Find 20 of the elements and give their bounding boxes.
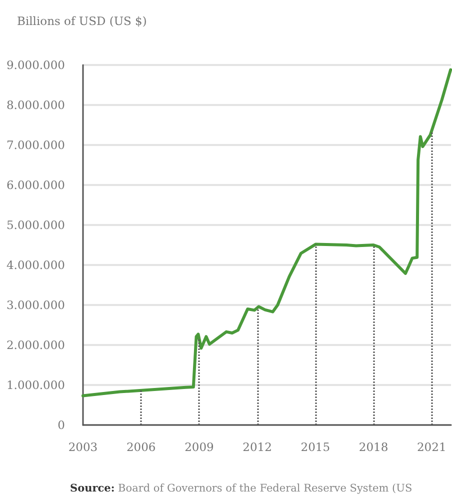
y-tick-label: 7.000.000 bbox=[6, 138, 65, 152]
y-tick-label: 3.000.000 bbox=[6, 298, 65, 312]
x-tick-label: 2018 bbox=[358, 440, 388, 454]
y-tick-label: 6.000.000 bbox=[6, 178, 65, 192]
x-tick-label: 2015 bbox=[300, 440, 330, 454]
y-tick-label: 1.000.000 bbox=[6, 378, 65, 392]
x-tick-label: 2009 bbox=[184, 440, 214, 454]
y-tick-label: 4.000.000 bbox=[6, 258, 65, 272]
x-tick-label: 2003 bbox=[68, 440, 98, 454]
y-tick-label: 0 bbox=[58, 418, 65, 432]
x-tick-label: 2012 bbox=[242, 440, 272, 454]
source-note: Source: Board of Governors of the Federal Reserve System (US bbox=[70, 482, 412, 494]
y-tick-label: 8.000.000 bbox=[6, 98, 65, 112]
x-tick-label: 2006 bbox=[126, 440, 156, 454]
y-tick-label: 9.000.000 bbox=[6, 58, 65, 72]
y-tick-label: 5.000.000 bbox=[6, 218, 65, 232]
x-tick-label: 2021 bbox=[416, 440, 446, 454]
y-axis-title: Billions of USD (US $) bbox=[17, 14, 147, 28]
line-series bbox=[82, 68, 452, 398]
y-tick-label: 2.000.000 bbox=[6, 338, 65, 352]
